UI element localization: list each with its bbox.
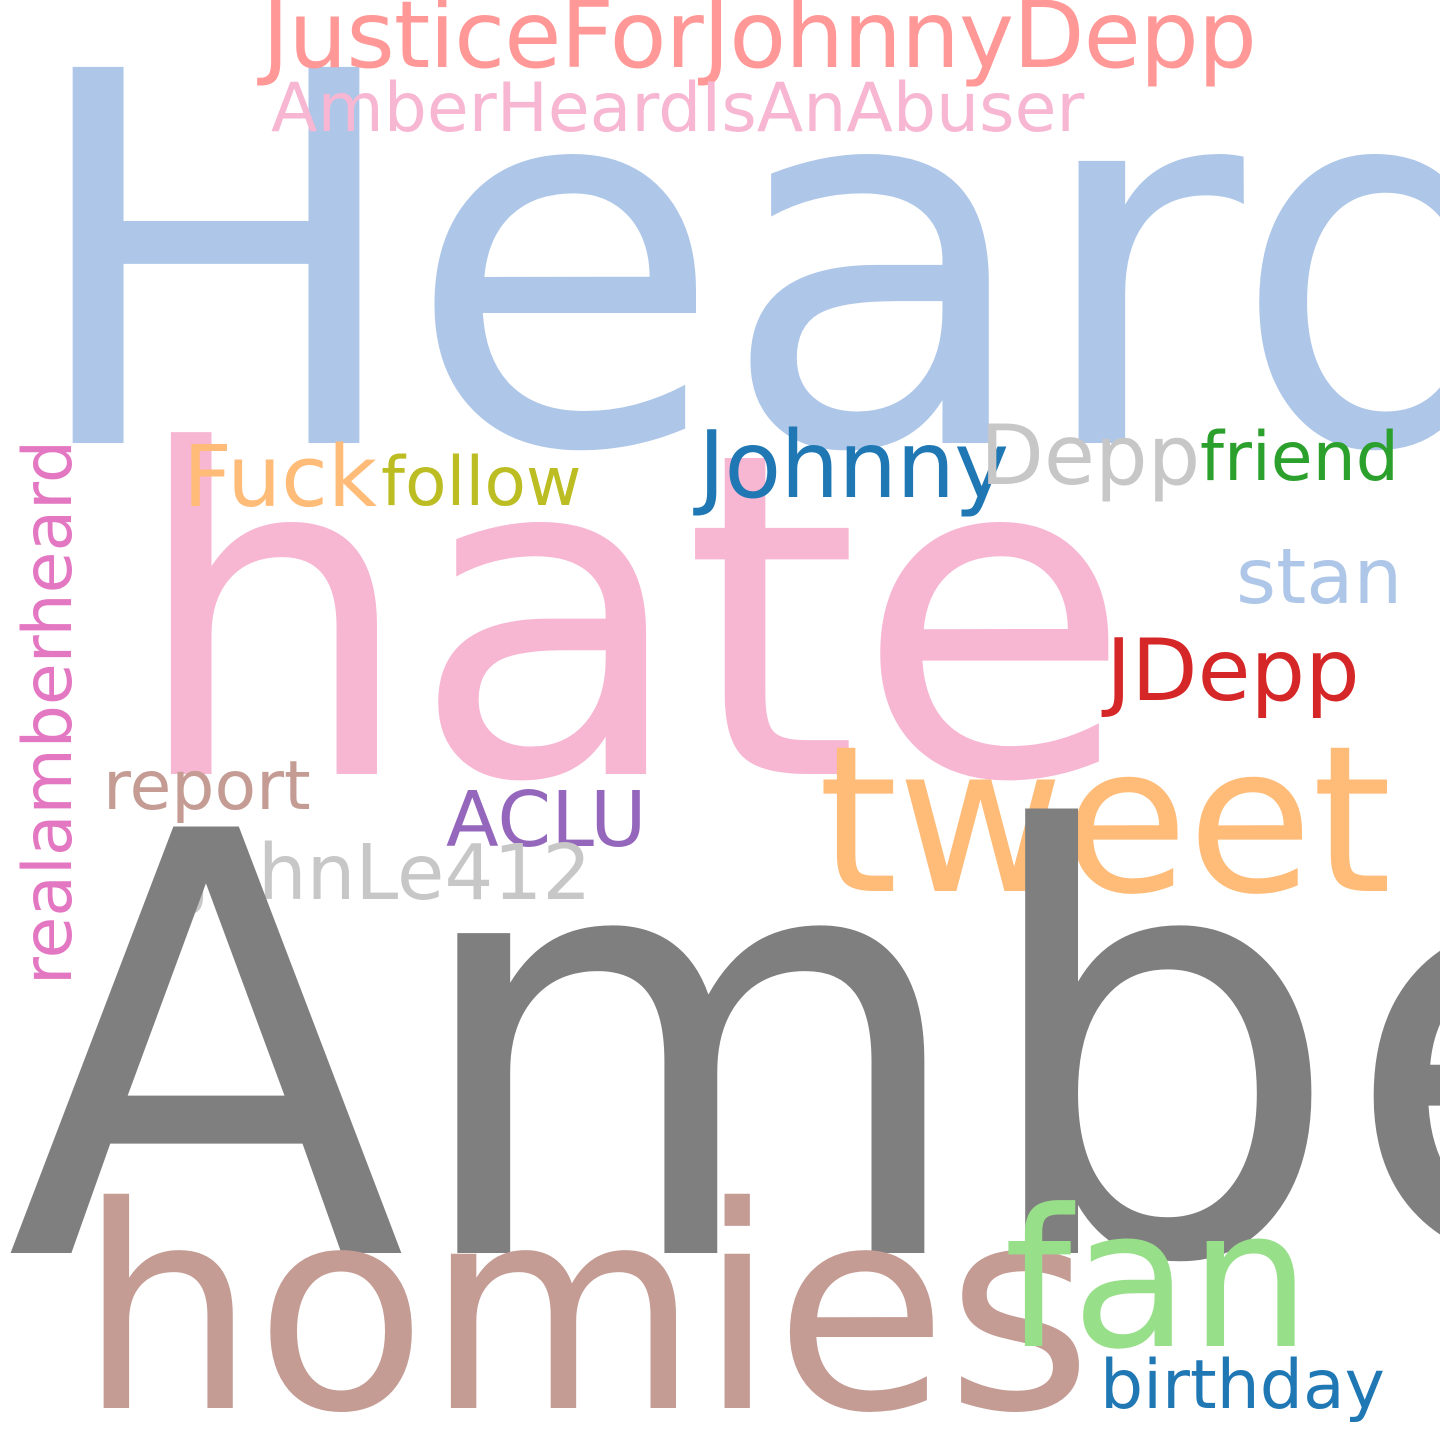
word-follow: follow xyxy=(381,443,582,522)
word-fuck: Fuck xyxy=(183,428,378,527)
word-aclu: ACLU xyxy=(446,776,647,865)
word-stan: stan xyxy=(1236,533,1403,622)
word-heard: Heard xyxy=(22,0,1440,565)
word-hate: hate xyxy=(130,357,1132,881)
word-birthday: birthday xyxy=(1100,1346,1385,1425)
word-realamberheard: realamberheard xyxy=(9,439,88,985)
word-johnle412: JohnLe412 xyxy=(188,829,592,918)
word-tweet: tweet xyxy=(818,703,1392,940)
word-fan: fan xyxy=(1004,1169,1311,1392)
word-report: report xyxy=(103,747,311,826)
word-justicefor-johnnydepp: JusticeForJohnnyDepp xyxy=(262,0,1257,89)
word-friend: friend xyxy=(1200,418,1399,497)
word-homies: homies xyxy=(78,1146,1093,1440)
word-amberheard-is-an-abuser: AmberHeardIsAnAbuser xyxy=(271,69,1085,148)
word-johnny: Johnny xyxy=(698,411,1009,519)
word-jdepp: JDepp xyxy=(1106,621,1360,721)
word-depp: Depp xyxy=(980,407,1201,504)
word-amber: Amber xyxy=(6,710,1440,1391)
